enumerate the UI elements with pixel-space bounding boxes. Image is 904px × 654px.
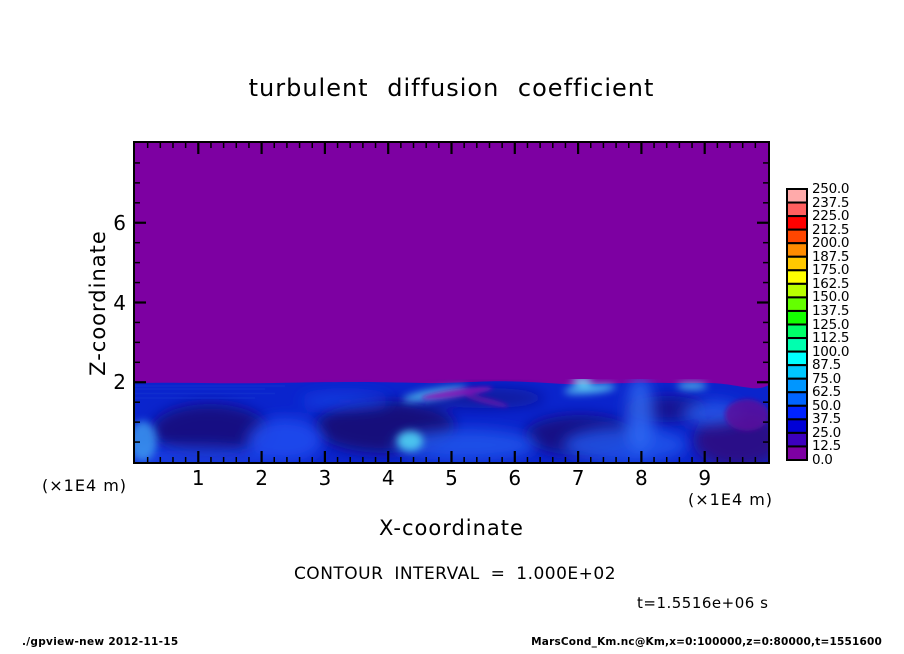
colorbar-cell xyxy=(786,255,808,272)
x-tick-label: 1 xyxy=(191,466,205,490)
colorbar-tick-label: 25.0 xyxy=(812,424,841,441)
y-tick-label: 2 xyxy=(113,370,126,395)
colorbar-tick-label: 187.5 xyxy=(812,248,850,265)
x-tick-label: 5 xyxy=(445,466,458,490)
colorbar-tick-label: 87.5 xyxy=(812,357,841,374)
colorbar-tick-label: 200.0 xyxy=(812,235,850,252)
colorbar-tick-label: 50.0 xyxy=(812,397,841,414)
colorbar-tick-label: 75.0 xyxy=(812,370,841,387)
colorbar-cell xyxy=(786,418,808,434)
x-tick-label: 2 xyxy=(255,466,268,490)
x-axis-unit: (×1E4 m) xyxy=(688,490,774,509)
contour-interval-note: CONTOUR INTERVAL = 1.000E+02 xyxy=(293,564,617,584)
colorbar-tick-label: 150.0 xyxy=(812,289,850,306)
colorbar-cell xyxy=(786,350,808,367)
colorbar-cell xyxy=(786,215,808,231)
x-tick-label: 4 xyxy=(381,466,395,490)
plot-area xyxy=(133,141,770,464)
page-title: turbulent diffusion coefficient xyxy=(248,74,655,102)
colorbar-tick-label: 12.5 xyxy=(812,438,841,455)
y-axis-unit: (×1E4 m) xyxy=(42,476,128,495)
colorbar-cell xyxy=(786,242,808,258)
colorbar-cell xyxy=(786,269,808,285)
colorbar-tick-label: 125.0 xyxy=(812,316,850,333)
y-tick-label: 6 xyxy=(113,210,126,235)
colorbar-tick-label: 162.5 xyxy=(812,275,850,292)
colorbar-cell xyxy=(786,404,808,421)
colorbar-cell xyxy=(786,188,808,204)
colorbar-tick-label: 112.5 xyxy=(812,330,850,347)
colorbar-cell xyxy=(786,431,808,448)
x-tick-label: 3 xyxy=(318,466,332,490)
x-tick-label: 9 xyxy=(698,466,712,490)
footer-data-source: MarsCond_Km.nc@Km,x=0:100000,z=0:80000,t… xyxy=(531,636,882,648)
y-tick-label: 4 xyxy=(113,290,126,315)
colorbar-tick-label: 62.5 xyxy=(812,384,841,401)
heatmap-field xyxy=(135,143,768,462)
time-stamp: t=1.5516e+06 s xyxy=(637,594,769,612)
colorbar-cell xyxy=(786,337,808,353)
colorbar-tick-label: 250.0 xyxy=(812,181,850,197)
colorbar-cell xyxy=(786,391,808,407)
colorbar-cell xyxy=(786,282,808,299)
colorbar-cells xyxy=(786,188,808,462)
colorbar-cell xyxy=(786,201,808,218)
colorbar-cell xyxy=(786,228,808,245)
colorbar-tick-label: 175.0 xyxy=(812,262,850,279)
colorbar-cell xyxy=(786,445,808,462)
x-tick-label: 6 xyxy=(508,466,522,490)
colorbar-cell xyxy=(786,296,808,312)
colorbar xyxy=(786,188,810,467)
x-tick-label: 8 xyxy=(635,466,648,490)
x-axis-label: X-coordinate xyxy=(379,516,524,540)
colorbar-cell xyxy=(786,377,808,394)
colorbar-cell xyxy=(786,309,808,326)
x-tick-label: 7 xyxy=(571,466,585,490)
colorbar-tick-label: 0.0 xyxy=(812,452,833,468)
footer-program-version: ./gpview-new 2012-11-15 xyxy=(22,636,179,648)
colorbar-tick-label: 237.5 xyxy=(812,194,850,211)
colorbar-tick-label: 225.0 xyxy=(812,208,850,225)
axis-ticks xyxy=(135,143,768,462)
turbulent-eddies xyxy=(135,379,768,462)
colorbar-cell xyxy=(786,323,808,340)
colorbar-cell xyxy=(786,364,808,380)
colorbar-tick-label: 212.5 xyxy=(812,221,850,238)
colorbar-tick-label: 37.5 xyxy=(812,411,841,428)
colorbar-tick-label: 137.5 xyxy=(812,302,850,319)
colorbar-tick-label: 100.0 xyxy=(812,343,850,360)
